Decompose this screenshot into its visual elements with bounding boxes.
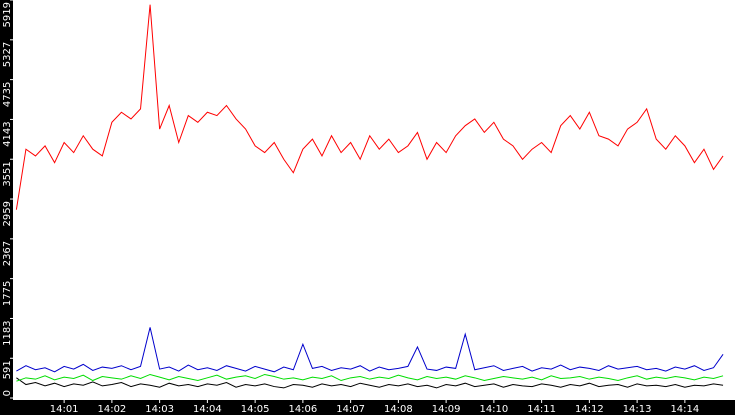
x-tick-label: 14:03 xyxy=(145,404,174,415)
y-tick-label: 2367 xyxy=(2,241,13,266)
series-line xyxy=(16,327,724,373)
x-tick-label: 14:05 xyxy=(241,404,270,415)
y-axis-strip xyxy=(0,0,13,415)
series-line xyxy=(16,377,724,389)
y-tick-label: 3551 xyxy=(2,161,13,186)
y-tick-label: 4735 xyxy=(2,82,13,107)
y-tick-label: 5919 xyxy=(2,2,13,27)
y-tick-label: 2959 xyxy=(2,201,13,226)
x-tick-label: 14:06 xyxy=(288,404,317,415)
x-axis-strip xyxy=(0,400,735,415)
y-tick-label: 1183 xyxy=(2,320,13,345)
x-tick-label: 14:12 xyxy=(575,404,604,415)
x-tick-label: 14:04 xyxy=(193,404,222,415)
x-tick-label: 14:07 xyxy=(336,404,365,415)
x-tick-label: 14:11 xyxy=(527,404,556,415)
y-tick-label: 591 xyxy=(2,360,13,379)
x-tick-label: 14:02 xyxy=(97,404,126,415)
series-line xyxy=(16,373,724,382)
y-tick-label: 4143 xyxy=(2,121,13,146)
y-tick-label: 0 xyxy=(2,390,13,396)
x-tick-label: 14:01 xyxy=(50,404,79,415)
x-tick-label: 14:10 xyxy=(479,404,508,415)
x-tick-label: 14:14 xyxy=(670,404,699,415)
x-tick-label: 14:09 xyxy=(432,404,461,415)
x-tick-label: 14:13 xyxy=(623,404,652,415)
y-tick-label: 1775 xyxy=(2,281,13,306)
y-tick-label: 5327 xyxy=(2,42,13,67)
series-line xyxy=(15,4,724,210)
x-tick-label: 14:08 xyxy=(384,404,413,415)
